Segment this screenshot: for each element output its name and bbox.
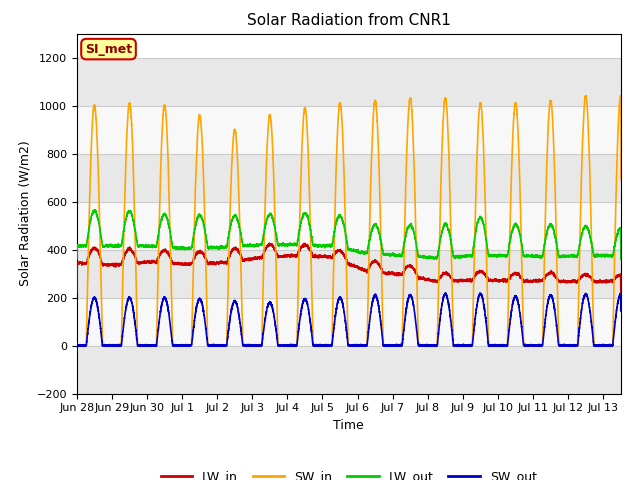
LW_out: [317, 243, 325, 249]
SW_out: [317, 343, 325, 348]
LW_in: [561, 279, 568, 285]
LW_in: [617, 290, 625, 296]
SW_in: [616, 100, 623, 106]
X-axis label: Time: Time: [333, 419, 364, 432]
SW_in: [73, 343, 81, 348]
Bar: [77, 298, 621, 346]
SW_in: [561, 343, 568, 348]
Bar: [77, 202, 621, 250]
SW_out: [617, 308, 625, 314]
LW_in: [609, 278, 617, 284]
LW_out: [609, 250, 617, 255]
Line: SW_in: SW_in: [77, 96, 621, 346]
LW_out: [617, 256, 625, 262]
Line: LW_out: LW_out: [77, 210, 621, 259]
LW_in: [73, 290, 81, 296]
Line: LW_in: LW_in: [77, 243, 621, 293]
LW_out: [73, 256, 81, 262]
SW_in: [546, 103, 554, 109]
Line: SW_out: SW_out: [77, 293, 621, 346]
Bar: [77, 250, 621, 298]
SW_out: [609, 336, 617, 341]
SW_out: [73, 343, 81, 348]
Legend: LW_in, SW_in, LW_out, SW_out: LW_in, SW_in, LW_out, SW_out: [156, 465, 541, 480]
SW_in: [420, 342, 428, 348]
LW_in: [616, 273, 623, 279]
Text: SI_met: SI_met: [85, 43, 132, 56]
Bar: [77, 58, 621, 106]
SW_out: [546, 293, 554, 299]
LW_out: [561, 253, 568, 259]
Title: Solar Radiation from CNR1: Solar Radiation from CNR1: [247, 13, 451, 28]
SW_in: [617, 177, 625, 182]
SW_out: [561, 343, 568, 348]
Y-axis label: Solar Radiation (W/m2): Solar Radiation (W/m2): [18, 141, 31, 287]
SW_in: [317, 343, 325, 348]
LW_in: [546, 270, 554, 276]
Bar: [77, 154, 621, 202]
Bar: [77, 106, 621, 154]
SW_out: [420, 343, 428, 348]
LW_in: [266, 240, 273, 246]
SW_out: [73, 343, 81, 348]
SW_in: [609, 314, 617, 320]
LW_out: [616, 227, 623, 232]
SW_in: [617, 93, 625, 98]
Bar: [77, 346, 621, 394]
SW_out: [616, 293, 623, 299]
SW_out: [476, 290, 484, 296]
LW_in: [317, 254, 325, 260]
LW_in: [420, 276, 428, 282]
LW_out: [546, 223, 554, 229]
LW_out: [420, 253, 428, 259]
LW_out: [91, 207, 99, 213]
